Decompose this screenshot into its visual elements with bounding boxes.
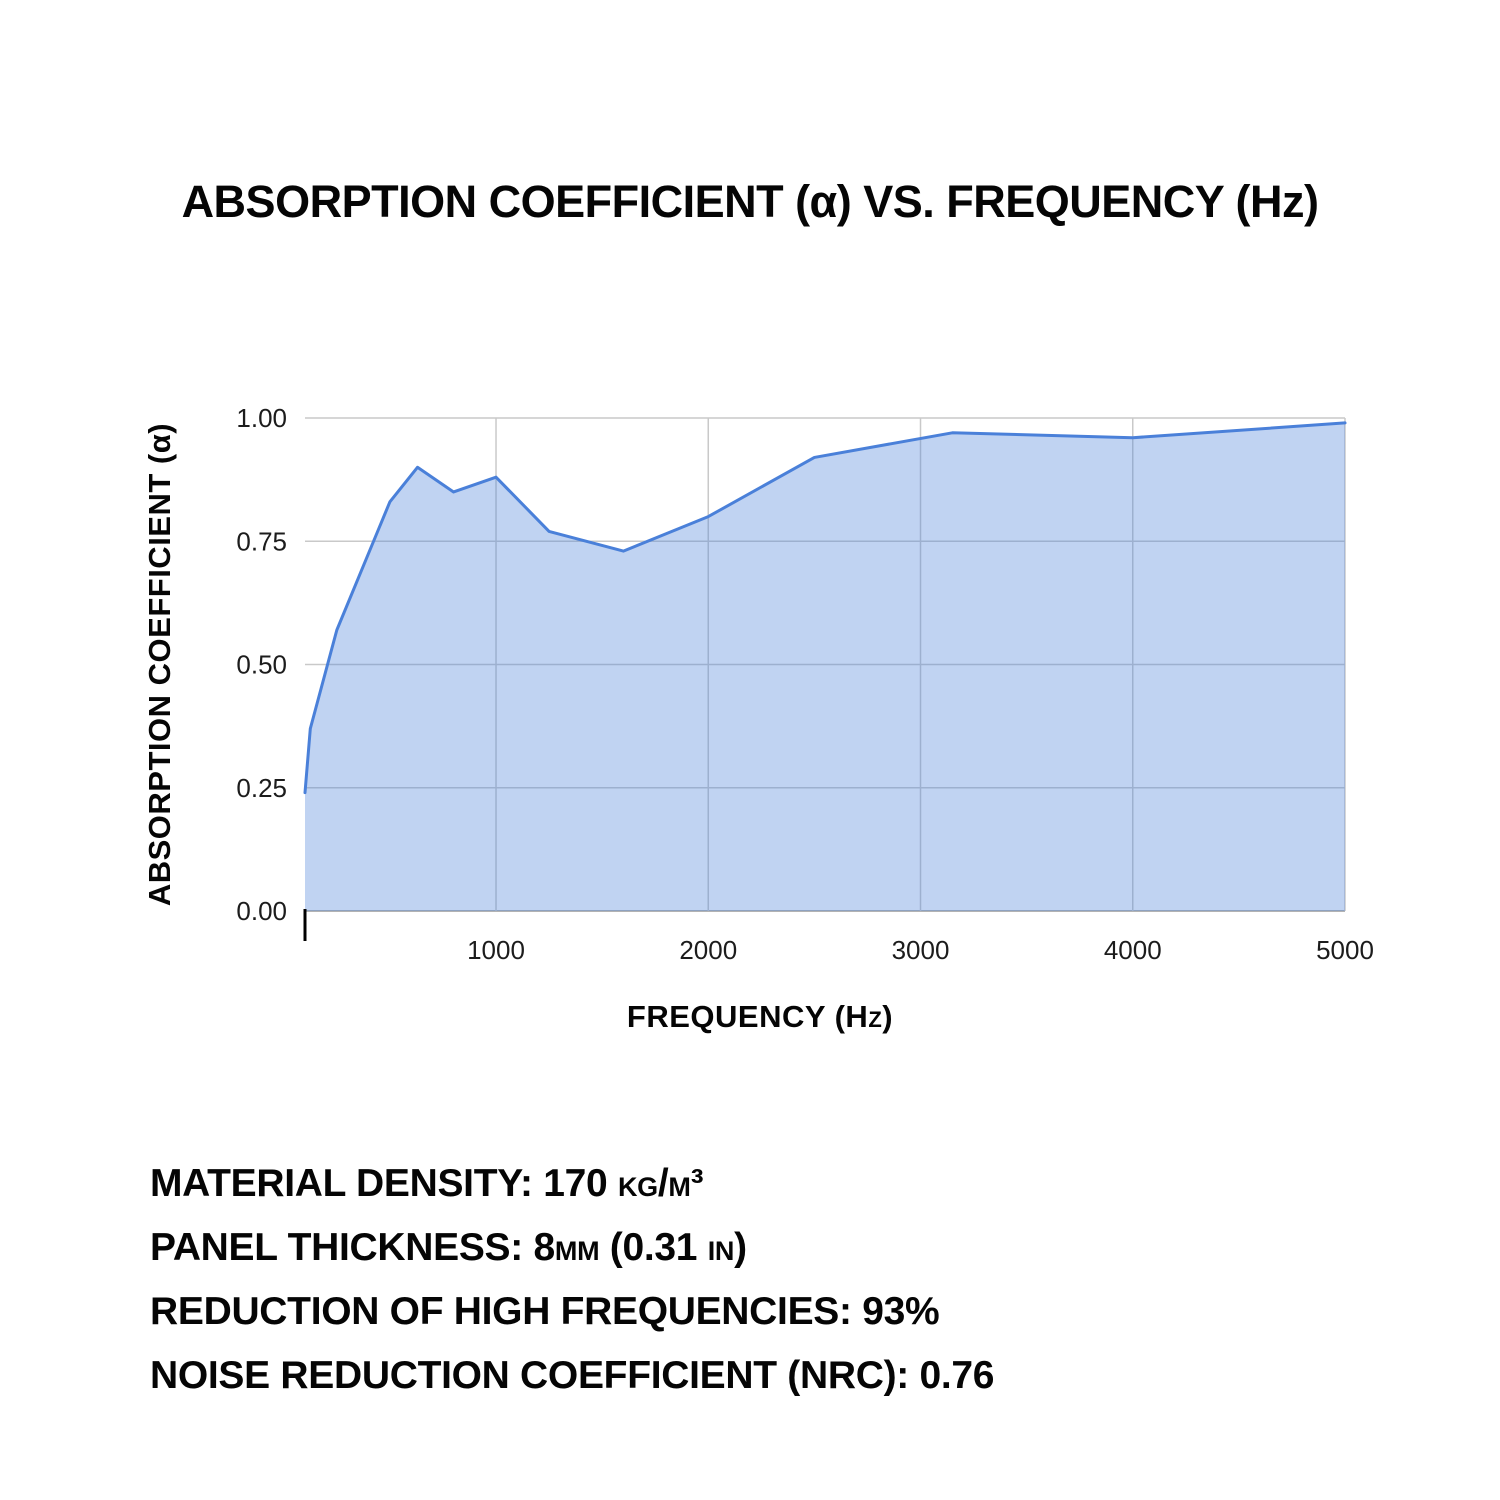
spec-panel-thickness: PANEL THICKNESS: 8mm (0.31 in) [150,1226,747,1269]
x-tick-label: 1000 [467,935,525,965]
y-axis-title: ABSORPTION COEFFICIENT (α) [142,423,177,906]
chart-title: ABSORPTION COEFFICIENT (α) VS. FREQUENCY… [181,176,1319,227]
y-tick-label: 0.75 [236,526,287,556]
spec-high-frequency-reduction: REDUCTION OF HIGH FREQUENCIES: 93% [150,1290,940,1333]
y-tick-label: 1.00 [236,403,287,433]
y-tick-label: 0.25 [236,773,287,803]
y-tick-label: 0.00 [236,896,287,926]
specs-block: MATERIAL DENSITY: 170 kg/m³ PANEL THICKN… [150,1152,994,1408]
x-tick-label: 4000 [1104,935,1162,965]
spec-material-density: MATERIAL DENSITY: 170 kg/m³ [150,1162,704,1205]
absorption-vs-frequency-chart: 0.00 0.25 0.50 0.75 1.00 1000 2000 3000 4000 5000… [142,403,1374,1034]
x-axis-title: FREQUENCY (Hz) [627,999,893,1034]
x-tick-label: 3000 [892,935,950,965]
spec-nrc: NOISE REDUCTION COEFFICIENT (NRC): 0.76 [150,1354,995,1397]
series-line [303,421,1347,795]
y-tick-label: 0.50 [236,650,287,680]
x-tick-label: 2000 [679,935,737,965]
series-area-fill [305,422,1345,911]
x-tick-label: 5000 [1316,935,1374,965]
